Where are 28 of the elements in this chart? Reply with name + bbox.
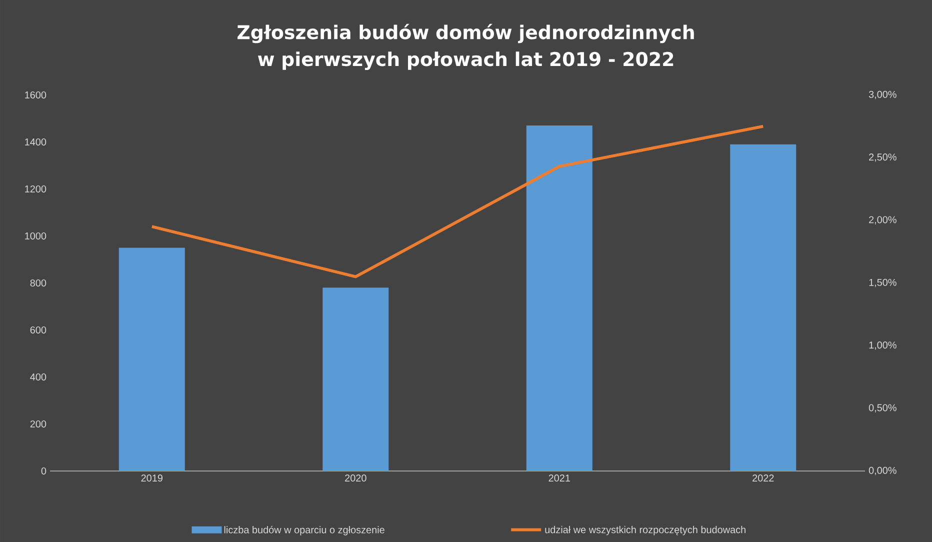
y-tick-label: 0 (41, 467, 46, 475)
line-series (150, 124, 765, 278)
y2-tick-label: 1,00% (869, 342, 896, 350)
x-tick-label: 2019 (141, 474, 162, 482)
bar (118, 248, 185, 471)
x-tick-label: 2022 (752, 474, 774, 482)
bar (526, 126, 592, 471)
y-tick-label: 1400 (25, 138, 46, 146)
y2-tick-label: 2,00% (869, 216, 896, 224)
y-tick-label: 200 (30, 420, 46, 428)
x-tick-label: 2021 (548, 474, 570, 482)
x-tick-label: 2020 (345, 474, 366, 482)
y2-tick-label: 1,50% (869, 278, 896, 288)
legend-label: liczba budów w oparciu o zgłoszenie (224, 526, 384, 536)
bar (730, 144, 796, 471)
y2-tick-label: 2,50% (869, 154, 896, 162)
y2-tick-label: 0,50% (868, 404, 896, 412)
chart-title: Zgłoszenia budów domów jednorodzinnych w pierwszych połowach lat 2019 - 2022 (238, 24, 694, 70)
y-tick-label: 1200 (25, 185, 46, 193)
y-tick-label: 800 (30, 279, 46, 287)
y-tick-label: 600 (30, 326, 46, 334)
y-tick-label: 1600 (25, 91, 46, 99)
legend-label: udział we wszystkich rozpoczętych budowach (545, 526, 746, 536)
y2-tick-label: 3,00% (868, 90, 896, 100)
y-tick-label: 400 (30, 373, 46, 381)
bar (322, 288, 389, 471)
y-tick-label: 1000 (25, 232, 46, 240)
y2-tick-label: 0,00% (868, 466, 896, 476)
